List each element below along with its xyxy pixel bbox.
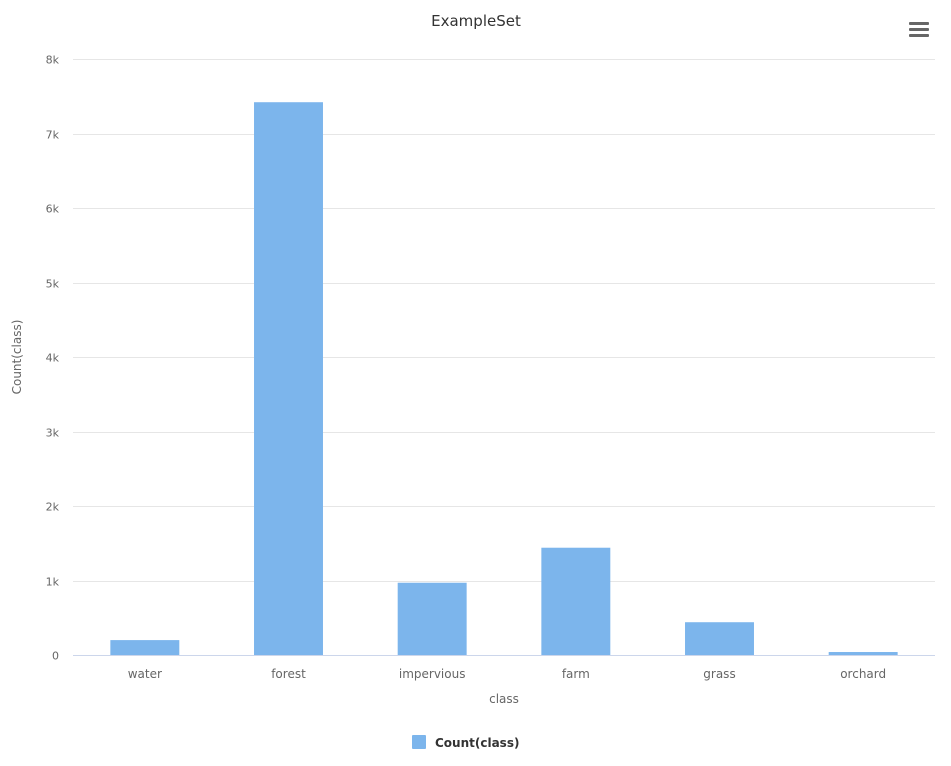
x-tick-label: orchard bbox=[840, 667, 886, 681]
bar-impervious[interactable] bbox=[397, 582, 467, 655]
y-axis-ticks: 0 1k 2k 3k 4k 5k 6k 7k 8k bbox=[46, 54, 60, 663]
y-tick-label: 3k bbox=[46, 427, 60, 440]
x-axis-label: class bbox=[489, 692, 519, 706]
legend-item[interactable]: Count(class) bbox=[412, 735, 519, 750]
y-tick-label: 6k bbox=[46, 203, 60, 216]
bar-orchard[interactable] bbox=[828, 652, 898, 655]
x-axis-ticks: water forest impervious farm grass orchard bbox=[128, 667, 886, 681]
x-tick-label: farm bbox=[562, 667, 590, 681]
x-tick-label: grass bbox=[703, 667, 735, 681]
bar-water[interactable] bbox=[110, 640, 180, 655]
hamburger-icon[interactable] bbox=[906, 18, 932, 42]
y-tick-label: 4k bbox=[46, 352, 60, 365]
x-tick-label: water bbox=[128, 667, 162, 681]
x-tick-label: forest bbox=[271, 667, 306, 681]
y-tick-label: 5k bbox=[46, 278, 60, 291]
y-tick-label: 2k bbox=[46, 501, 60, 514]
legend-swatch bbox=[412, 735, 426, 749]
bar-farm[interactable] bbox=[541, 547, 611, 655]
bar-forest[interactable] bbox=[254, 102, 323, 655]
y-tick-label: 0 bbox=[52, 650, 59, 663]
bar-grass[interactable] bbox=[685, 622, 754, 655]
legend-label: Count(class) bbox=[435, 736, 519, 750]
y-tick-label: 1k bbox=[46, 576, 60, 589]
y-tick-label: 7k bbox=[46, 129, 60, 142]
x-tick-label: impervious bbox=[399, 667, 466, 681]
chart-title: ExampleSet bbox=[431, 12, 521, 30]
y-axis-label: Count(class) bbox=[10, 320, 24, 395]
bars bbox=[110, 102, 898, 655]
y-tick-label: 8k bbox=[46, 54, 60, 67]
gridlines bbox=[73, 59, 935, 582]
